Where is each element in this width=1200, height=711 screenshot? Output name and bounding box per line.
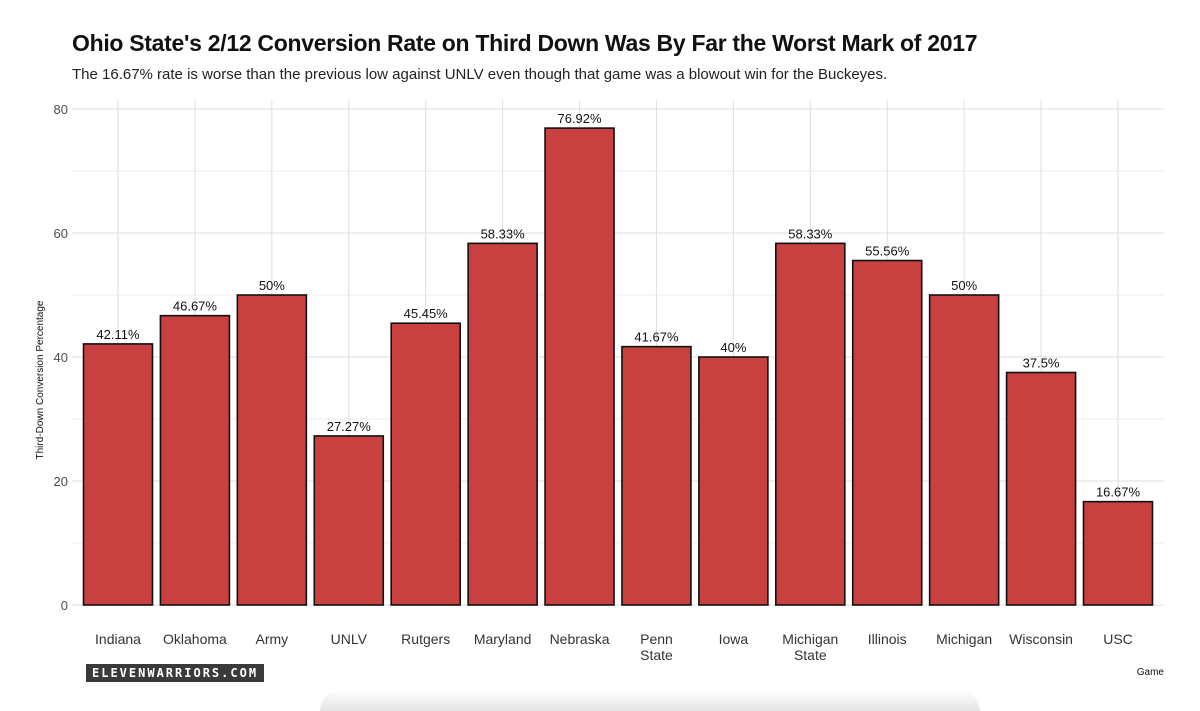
x-tick-label: Michigan State [782,631,838,663]
x-tick-label: Wisconsin [1009,631,1073,647]
bar [928,294,1000,606]
data-label: 41.67% [634,330,679,345]
data-label: 45.45% [404,306,449,321]
data-label: 50% [259,278,285,293]
bar [851,259,923,606]
bar [313,435,385,606]
x-axis-label: Game [1137,667,1165,678]
data-label: 40% [720,340,746,355]
y-tick-label: 0 [61,598,68,613]
x-tick-label: USC [1103,631,1133,647]
data-label: 76.92% [557,111,602,126]
chart-subtitle: The 16.67% rate is worse than the previo… [72,66,888,83]
bar [621,345,692,606]
data-label: 42.11% [96,327,140,342]
labels-layer: 0 20 40 60 80 42.11% Indiana 46.67% Oklahoma 50% A… [54,102,1141,663]
y-tick-label: 20 [54,474,68,489]
data-label: 37.5% [1023,356,1060,371]
x-tick-label: Maryland [474,631,532,647]
y-tick-label: 80 [54,102,68,117]
bars-layer [82,127,1154,606]
x-tick-label: UNLV [331,631,368,647]
data-label: 46.67% [173,299,218,314]
data-label: 58.33% [788,226,833,241]
bar [1005,371,1077,606]
site-logo: ELEVENWARRIORS.COM [86,664,265,682]
bar [467,242,538,606]
grid-layer [72,100,1164,606]
x-tick-label: Michigan [936,631,992,647]
y-tick-label: 60 [54,226,68,241]
data-label: 50% [951,278,977,293]
data-label: 16.67% [1096,485,1141,500]
y-axis-label: Third-Down Conversion Percentage [35,300,46,459]
data-label: 55.56% [865,244,910,259]
bar [82,343,154,606]
bar [1082,500,1154,606]
x-tick-label: Oklahoma [163,631,227,647]
x-tick-label: Iowa [719,631,749,647]
x-tick-label: Nebraska [550,631,610,647]
bar [390,322,461,606]
bar [159,314,231,606]
bar [236,294,308,606]
bar [775,242,846,606]
bar [544,127,615,606]
footer-fade [320,690,980,711]
chart-title: Ohio State's 2/12 Conversion Rate on Thi… [72,30,978,56]
y-tick-label: 40 [54,350,68,365]
bar [698,356,769,606]
data-label: 58.33% [481,226,526,241]
data-label: 27.27% [327,419,372,434]
x-tick-label: Indiana [95,631,141,647]
x-tick-label: Illinois [868,631,907,647]
x-tick-label: Penn State [640,631,673,663]
x-tick-label: Rutgers [401,631,450,647]
x-tick-label: Army [256,631,289,647]
